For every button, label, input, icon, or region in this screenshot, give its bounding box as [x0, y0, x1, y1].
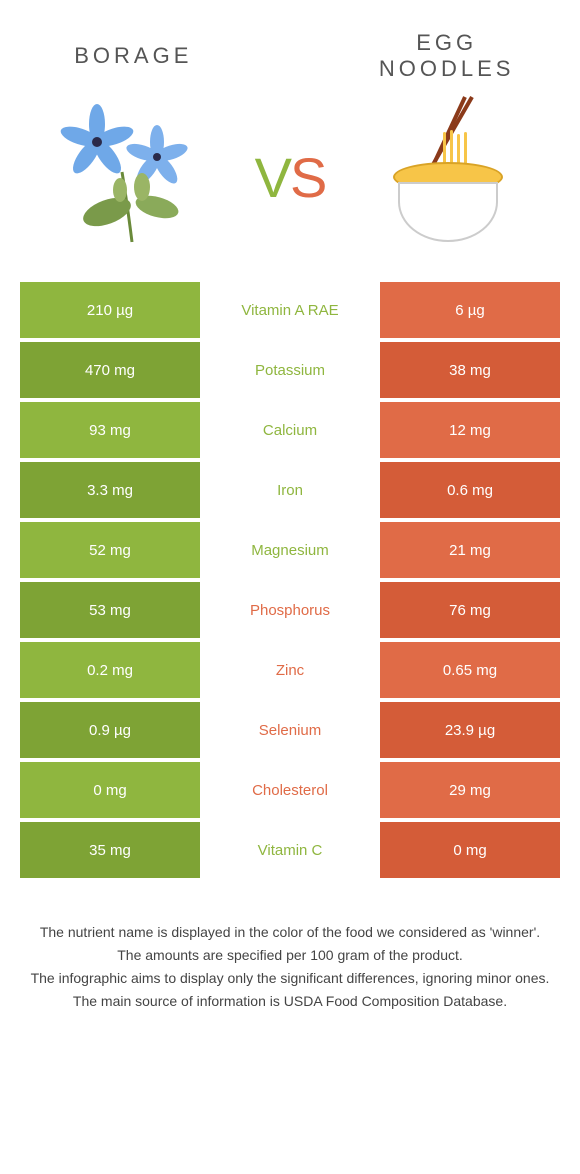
- table-row: 0.2 mgZinc0.65 mg: [20, 642, 560, 698]
- table-row: 0.9 µgSelenium23.9 µg: [20, 702, 560, 758]
- cell-nutrient-name: Selenium: [200, 702, 380, 758]
- cell-nutrient-name: Iron: [200, 462, 380, 518]
- cell-nutrient-name: Calcium: [200, 402, 380, 458]
- cell-left-value: 470 mg: [20, 342, 200, 398]
- table-row: 470 mgPotassium38 mg: [20, 342, 560, 398]
- vs-s: S: [290, 146, 325, 209]
- vs-v: V: [255, 146, 290, 209]
- table-row: 0 mgCholesterol29 mg: [20, 762, 560, 818]
- table-row: 52 mgMagnesium21 mg: [20, 522, 560, 578]
- cell-right-value: 29 mg: [380, 762, 560, 818]
- table-row: 210 µgVitamin A RAE6 µg: [20, 282, 560, 338]
- vs-label: VS: [255, 145, 326, 210]
- borage-image: [52, 102, 212, 252]
- noodles-image: [368, 102, 528, 252]
- cell-right-value: 38 mg: [380, 342, 560, 398]
- cell-right-value: 0 mg: [380, 822, 560, 878]
- cell-left-value: 52 mg: [20, 522, 200, 578]
- cell-nutrient-name: Zinc: [200, 642, 380, 698]
- cell-nutrient-name: Vitamin A RAE: [200, 282, 380, 338]
- table-row: 35 mgVitamin C0 mg: [20, 822, 560, 878]
- footer-line-3: The infographic aims to display only the…: [30, 968, 550, 989]
- cell-right-value: 0.65 mg: [380, 642, 560, 698]
- images-row: VS: [0, 92, 580, 282]
- cell-nutrient-name: Vitamin C: [200, 822, 380, 878]
- cell-left-value: 3.3 mg: [20, 462, 200, 518]
- cell-right-value: 76 mg: [380, 582, 560, 638]
- cell-left-value: 210 µg: [20, 282, 200, 338]
- cell-left-value: 0.9 µg: [20, 702, 200, 758]
- comparison-table: 210 µgVitamin A RAE6 µg470 mgPotassium38…: [20, 282, 560, 878]
- cell-right-value: 21 mg: [380, 522, 560, 578]
- cell-left-value: 0.2 mg: [20, 642, 200, 698]
- table-row: 93 mgCalcium12 mg: [20, 402, 560, 458]
- footer-notes: The nutrient name is displayed in the co…: [0, 882, 580, 1034]
- cell-right-value: 0.6 mg: [380, 462, 560, 518]
- title-left: BORAGE: [33, 43, 233, 69]
- table-row: 3.3 mgIron0.6 mg: [20, 462, 560, 518]
- footer-line-2: The amounts are specified per 100 gram o…: [30, 945, 550, 966]
- footer-line-1: The nutrient name is displayed in the co…: [30, 922, 550, 943]
- header: BORAGE EGG NOODLES: [0, 0, 580, 92]
- title-right: EGG NOODLES: [347, 30, 547, 82]
- cell-nutrient-name: Potassium: [200, 342, 380, 398]
- cell-left-value: 0 mg: [20, 762, 200, 818]
- cell-left-value: 35 mg: [20, 822, 200, 878]
- cell-nutrient-name: Phosphorus: [200, 582, 380, 638]
- cell-nutrient-name: Magnesium: [200, 522, 380, 578]
- cell-left-value: 93 mg: [20, 402, 200, 458]
- table-row: 53 mgPhosphorus76 mg: [20, 582, 560, 638]
- cell-nutrient-name: Cholesterol: [200, 762, 380, 818]
- cell-right-value: 6 µg: [380, 282, 560, 338]
- footer-line-4: The main source of information is USDA F…: [30, 991, 550, 1012]
- cell-right-value: 12 mg: [380, 402, 560, 458]
- cell-left-value: 53 mg: [20, 582, 200, 638]
- cell-right-value: 23.9 µg: [380, 702, 560, 758]
